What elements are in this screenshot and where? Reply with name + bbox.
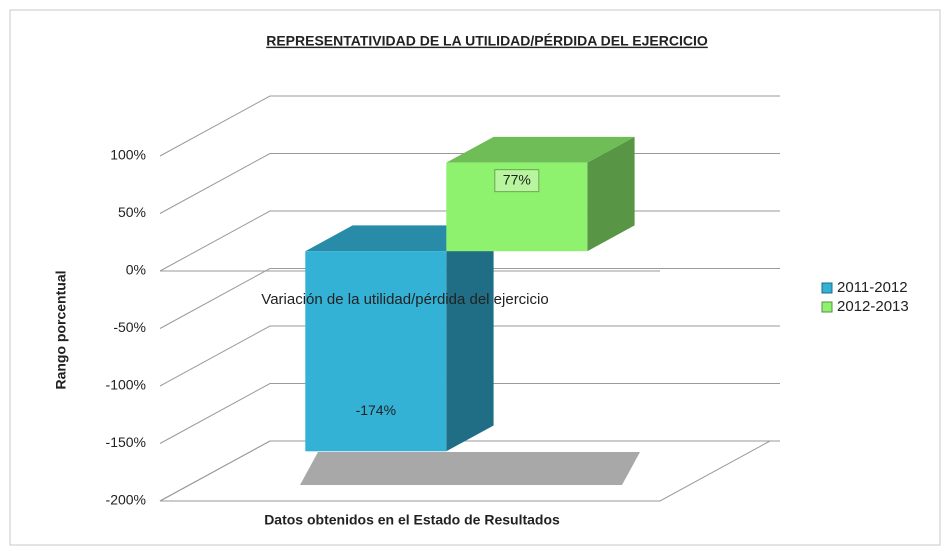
legend-swatch xyxy=(821,282,833,294)
bar xyxy=(305,225,494,452)
legend-swatch xyxy=(821,301,833,313)
bar-side xyxy=(446,225,494,452)
bar-shadow xyxy=(300,452,640,485)
y-tick-label: -150% xyxy=(106,434,146,450)
x-tick-label: Variación de la utilidad/pérdida del eje… xyxy=(261,291,548,308)
y-tick-label: -100% xyxy=(106,377,146,393)
y-axis-title: Rango porcentual xyxy=(53,270,69,389)
bar-side xyxy=(587,136,635,252)
grid-line xyxy=(159,268,780,329)
chart-title: REPRESENTATIVIDAD DE LA UTILIDAD/PÉRDIDA… xyxy=(266,33,708,49)
y-tick-label: -50% xyxy=(113,319,146,335)
y-tick-label: 0% xyxy=(126,262,146,278)
data-label-box xyxy=(494,169,540,193)
x-axis-title: Datos obtenidos en el Estado de Resultad… xyxy=(264,512,560,528)
grid-line xyxy=(159,95,780,157)
grid-line xyxy=(159,325,780,387)
grid-line xyxy=(159,383,780,444)
data-label: -174% xyxy=(356,402,396,418)
data-label: 77% xyxy=(503,171,531,187)
bar xyxy=(446,136,635,252)
legend-label: 2011-2012 xyxy=(837,279,908,296)
grid-line xyxy=(159,440,780,502)
bar-front xyxy=(305,251,447,452)
legend-label: 2012-2013 xyxy=(837,298,909,315)
y-tick-label: 100% xyxy=(110,147,146,163)
bar-top xyxy=(446,136,635,163)
y-tick-label: 50% xyxy=(118,204,146,220)
y-tick-label: -200% xyxy=(106,492,146,508)
